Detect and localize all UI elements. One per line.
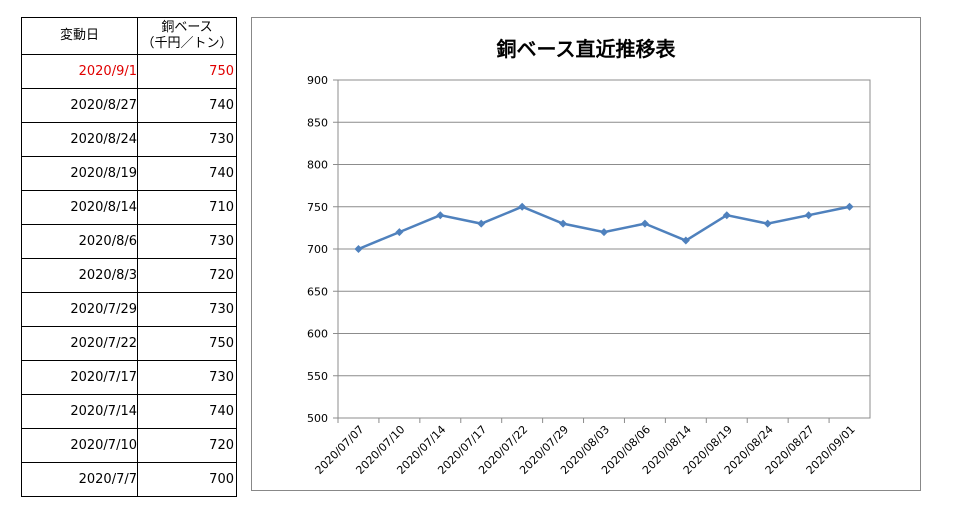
table-row: 2020/7/7 700 <box>21 462 237 497</box>
row-date: 2020/8/14 <box>21 190 138 225</box>
y-tick-label: 700 <box>307 243 328 256</box>
table-row: 2020/7/22 750 <box>21 326 237 361</box>
data-point <box>640 219 649 228</box>
row-date: 2020/7/14 <box>21 394 138 429</box>
row-value: 730 <box>137 122 237 157</box>
line-chart: 銅ベース直近推移表5005506006507007508008509002020… <box>307 37 871 477</box>
y-tick-label: 800 <box>307 159 328 172</box>
data-point <box>477 219 486 228</box>
row-value: 740 <box>137 394 237 429</box>
table-row: 2020/7/10 720 <box>21 428 237 463</box>
row-value: 750 <box>137 54 237 89</box>
data-point <box>804 211 813 220</box>
y-tick-label: 900 <box>307 74 328 87</box>
row-value: 710 <box>137 190 237 225</box>
row-value: 740 <box>137 88 237 123</box>
table-row: 2020/7/17 730 <box>21 360 237 395</box>
row-date: 2020/7/7 <box>21 462 138 497</box>
chart-area: 銅ベース直近推移表 500 550 600 650 700 750 800 850 900 2020… <box>251 17 921 491</box>
series-line <box>357 205 850 251</box>
row-date: 2020/7/29 <box>21 292 138 327</box>
table-body: 2020/9/1 750 2020/8/27 740 2020/8/24 730 2020/… <box>21 54 237 497</box>
y-tick-label: 850 <box>307 116 328 129</box>
row-date: 2020/8/6 <box>21 224 138 259</box>
table-header-row: 変動日 銅ベース （千円／トン） <box>21 17 237 55</box>
data-point <box>395 228 404 237</box>
row-value: 740 <box>137 156 237 191</box>
data-point <box>559 219 568 228</box>
table-row: 2020/8/27 740 <box>21 88 237 123</box>
table-row: 2020/9/1 750 <box>21 54 237 89</box>
row-date: 2020/8/27 <box>21 88 138 123</box>
data-point <box>763 219 772 228</box>
chart-title: 銅ベース直近推移表 <box>497 37 677 61</box>
table-row: 2020/7/14 740 <box>21 394 237 429</box>
row-value: 700 <box>137 462 237 497</box>
row-value: 750 <box>137 326 237 361</box>
data-point <box>600 228 608 237</box>
table-row: 2020/8/6 730 <box>21 224 237 259</box>
data-point <box>518 202 527 211</box>
table-row: 2020/8/14 710 <box>21 190 237 225</box>
table-row: 2020/8/24 730 <box>21 122 237 157</box>
y-tick-label: 550 <box>307 370 328 383</box>
table-row: 2020/8/3 720 <box>21 258 237 293</box>
y-tick-label: 750 <box>307 201 328 214</box>
data-point <box>722 211 731 220</box>
header-date: 変動日 <box>21 17 138 55</box>
row-value: 730 <box>137 224 237 259</box>
row-date: 2020/7/10 <box>21 428 138 463</box>
row-value: 720 <box>137 258 237 293</box>
header-value-line2: （千円／トン） <box>141 36 233 51</box>
row-date: 2020/7/17 <box>21 360 138 395</box>
row-date: 2020/8/19 <box>21 156 138 191</box>
table-row: 2020/7/29 730 <box>21 292 237 327</box>
row-date: 2020/8/3 <box>21 258 138 293</box>
row-date: 2020/7/22 <box>21 326 138 361</box>
row-value: 730 <box>137 292 237 327</box>
row-date: 2020/8/24 <box>21 122 138 157</box>
data-point <box>681 236 690 245</box>
y-tick-label: 500 <box>307 412 328 425</box>
y-tick-label: 650 <box>307 285 328 298</box>
data-point <box>436 211 445 220</box>
data-point <box>354 245 363 253</box>
y-tick-label: 600 <box>307 328 328 341</box>
header-value-line1: 銅ベース <box>161 20 213 35</box>
table-row: 2020/8/19 740 <box>21 156 237 191</box>
row-value: 730 <box>137 360 237 395</box>
row-date: 2020/9/1 <box>21 54 138 89</box>
price-table: 変動日 銅ベース （千円／トン） 2020/9/1 750 2020/8/27 740… <box>21 17 237 497</box>
plot-area-border <box>337 79 871 419</box>
header-value: 銅ベース （千円／トン） <box>137 17 237 55</box>
data-point <box>845 202 854 211</box>
row-value: 720 <box>137 428 237 463</box>
